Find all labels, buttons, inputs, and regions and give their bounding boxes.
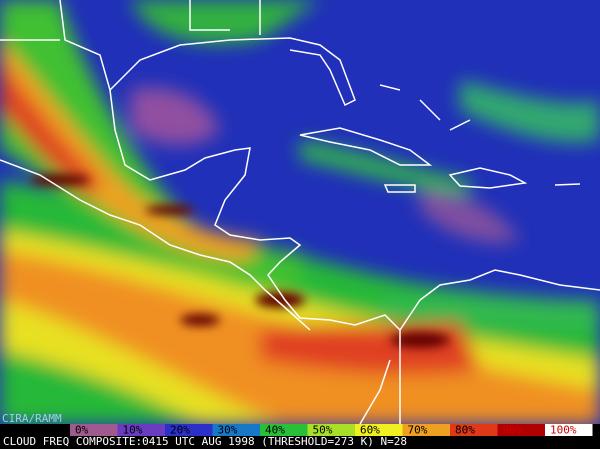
colorbar-label: 100% bbox=[550, 424, 577, 437]
colorbar-segment bbox=[450, 424, 498, 436]
colorbar-label: 20% bbox=[170, 424, 190, 437]
colorbar-label: 10% bbox=[123, 424, 143, 437]
colorbar-label: 80% bbox=[455, 424, 475, 437]
colorbar-label: 70% bbox=[408, 424, 428, 437]
colorbar-label: 30% bbox=[218, 424, 238, 437]
colorbar-segment bbox=[212, 424, 260, 436]
colorbar-segment bbox=[307, 424, 355, 436]
coastlines bbox=[0, 0, 600, 424]
colorbar-segment bbox=[355, 424, 403, 436]
colorbar-segment bbox=[497, 424, 545, 436]
colorbar-segment bbox=[260, 424, 308, 436]
colorbar-label: 90% bbox=[503, 424, 523, 437]
colorbar-label: 60% bbox=[360, 424, 380, 437]
colorbar-label: 0% bbox=[75, 424, 89, 437]
colorbar-segment bbox=[402, 424, 450, 436]
cloud-field bbox=[0, 0, 600, 424]
colorbar-label: 50% bbox=[313, 424, 333, 437]
colorbar-segment bbox=[117, 424, 165, 436]
colorbar-label: 40% bbox=[265, 424, 285, 437]
credit: CIRA/RAMM bbox=[2, 412, 62, 425]
colorbar-segment bbox=[165, 424, 213, 436]
caption: CLOUD FREQ COMPOSITE:0415 UTC AUG 1998 (… bbox=[3, 435, 407, 448]
colorbar-segment bbox=[70, 424, 118, 436]
colorbar-segment bbox=[545, 424, 593, 436]
